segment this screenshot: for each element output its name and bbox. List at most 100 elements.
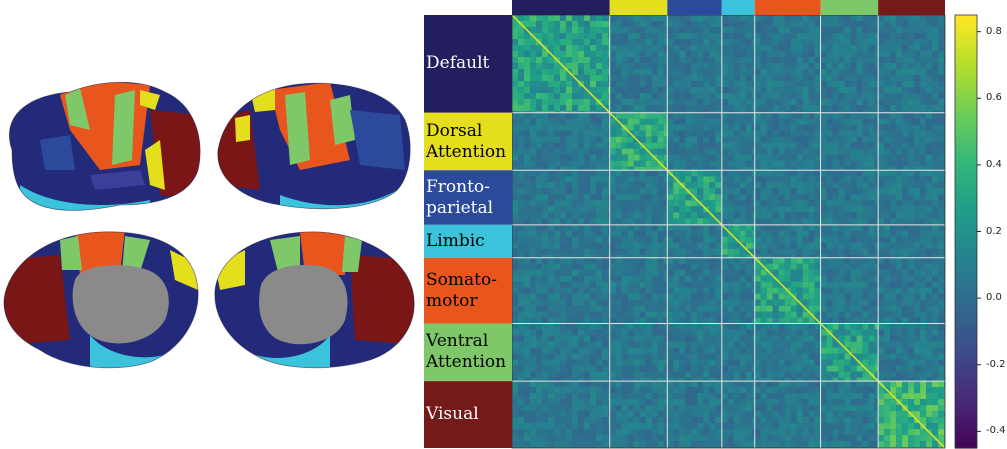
colorbar-segment (955, 52, 977, 59)
colorbar-segment (955, 426, 977, 433)
colorbar-segment (955, 42, 977, 49)
brain-surface-views (3, 81, 415, 369)
colorbar-segment (955, 69, 977, 76)
colorbar-tick-label: -0.4 (986, 425, 1006, 437)
colorbar-segment (955, 96, 977, 103)
colorbar-segment (955, 139, 977, 146)
colorbar-segment (955, 253, 977, 260)
network-band-left (424, 323, 512, 382)
network-band-left (424, 112, 512, 171)
colorbar-segment (955, 144, 977, 151)
colorbar-segment (955, 215, 977, 222)
colorbar-segment (955, 296, 977, 303)
colorbar-segment (955, 334, 977, 341)
colorbar-tick-label: -0.2 (986, 358, 1006, 370)
colorbar-segment (955, 31, 977, 38)
colorbar-segment (955, 182, 977, 189)
colorbar-segment (955, 350, 977, 357)
colorbar-segment (955, 166, 977, 173)
colorbar-segment (955, 410, 977, 417)
network-label: Fronto- parietal (424, 170, 512, 225)
colorbar-segment (955, 355, 977, 362)
colorbar-segment (955, 74, 977, 81)
colorbar-segment (955, 177, 977, 184)
network-band-top (820, 0, 879, 15)
network-label-text: Visual (426, 404, 479, 425)
colorbar-segment (955, 63, 977, 70)
colorbar-segment (955, 393, 977, 400)
network-band-left (424, 224, 512, 258)
colorbar-segment (955, 155, 977, 162)
colorbar-segment (955, 242, 977, 249)
colorbar-segment (955, 101, 977, 108)
colorbar-segment (955, 285, 977, 292)
colorbar-segment (955, 345, 977, 352)
colorbar-segment (955, 220, 977, 227)
colorbar-segment (955, 150, 977, 157)
network-band-left (424, 257, 512, 324)
network-band-top (512, 0, 610, 15)
colorbar-segment (955, 107, 977, 114)
network-label: Somato- motor (424, 258, 512, 324)
colorbar-segment (955, 85, 977, 92)
colorbar-segment (955, 339, 977, 346)
network-band-top (878, 0, 945, 15)
network-label-text: Dorsal Attention (426, 120, 507, 162)
colorbar-segment (955, 312, 977, 319)
network-label: Visual (424, 381, 512, 448)
colorbar-segment (955, 263, 977, 270)
colorbar-segment (955, 399, 977, 406)
colorbar-segment (955, 188, 977, 195)
colorbar-segment (955, 291, 977, 298)
brain-lateral-right (217, 83, 411, 209)
colorbar-segment (955, 199, 977, 206)
network-label: Default (424, 15, 512, 113)
colorbar-tick-label: 0.0 (986, 292, 1002, 304)
colorbar-segment (955, 269, 977, 276)
colorbar-segment (955, 437, 977, 444)
network-label: Dorsal Attention (424, 113, 512, 171)
network-band-top (667, 0, 722, 15)
colorbar-segment (955, 415, 977, 422)
colorbar-segment (955, 123, 977, 130)
colorbar-segment (955, 377, 977, 384)
brain-medial-right (214, 231, 415, 368)
colorbar-tick-label: 0.2 (986, 225, 1002, 237)
network-band-top (754, 0, 821, 15)
colorbar-segment (955, 209, 977, 216)
colorbar-segment (955, 236, 977, 243)
colorbar-tick-label: 0.6 (986, 92, 1002, 104)
colorbar-segment (955, 366, 977, 373)
colorbar-segment (955, 318, 977, 325)
colorbar-segment (955, 323, 977, 330)
network-label-text: Default (426, 53, 490, 74)
colorbar-tick-label: 0.8 (986, 25, 1002, 37)
colorbar-segment (955, 79, 977, 86)
colorbar-segment (955, 383, 977, 390)
colorbar-segment (955, 20, 977, 27)
colorbar-segment (955, 247, 977, 254)
network-label-text: Fronto- parietal (426, 176, 494, 218)
colorbar-segment (955, 404, 977, 411)
network-band-top (721, 0, 755, 15)
network-label: Ventral Attention (424, 324, 512, 382)
colorbar-segment (955, 388, 977, 395)
network-label-text: Limbic (426, 230, 485, 251)
colorbar-segment (955, 258, 977, 265)
network-band-left (424, 381, 512, 448)
colorbar-segment (955, 90, 977, 97)
network-label-text: Ventral Attention (426, 331, 507, 373)
network-label-text: Somato- motor (426, 269, 497, 311)
matrix-diagonal (511, 14, 946, 449)
colorbar-segment (955, 328, 977, 335)
colorbar-segment (955, 58, 977, 65)
colorbar-segment (955, 361, 977, 368)
colorbar-segment (955, 171, 977, 178)
colorbar-segment (955, 112, 977, 119)
colorbar-segment (955, 442, 977, 449)
network-band-left (424, 170, 512, 225)
network-band-top (609, 0, 668, 15)
colorbar-segment (955, 231, 977, 238)
colorbar-segment (955, 134, 977, 141)
